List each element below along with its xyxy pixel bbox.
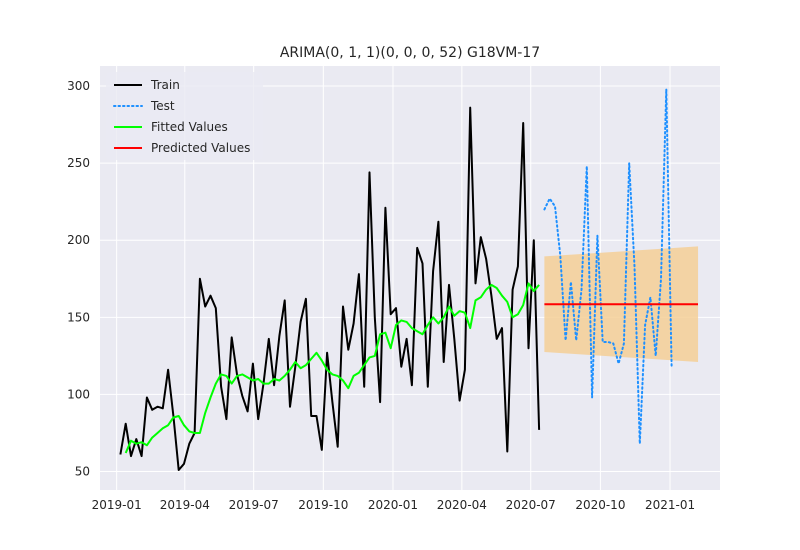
chart-title: ARIMA(0, 1, 1)(0, 0, 0, 52) G18VM-17: [280, 45, 540, 61]
legend-box: [106, 72, 263, 160]
legend: Train Test Fitted Values Predicted Values: [106, 72, 263, 160]
y-tick-label: 200: [67, 233, 90, 247]
x-tick-label: 2019-04: [160, 498, 210, 512]
x-tick-label: 2020-01: [368, 498, 418, 512]
legend-test: Test: [113, 99, 175, 113]
x-tick-label: 2020-07: [506, 498, 556, 512]
x-tick-label: 2019-07: [229, 498, 279, 512]
x-tick-label: 2020-10: [575, 498, 625, 512]
legend-label: Fitted Values: [151, 120, 228, 134]
y-tick-label: 50: [75, 464, 90, 478]
x-tick-label: 2019-10: [298, 498, 348, 512]
legend-train: Train: [114, 78, 180, 92]
test-line: [543, 88, 673, 445]
x-tick-label: 2021-01: [645, 498, 695, 512]
y-tick-label: 100: [67, 387, 90, 401]
fitted-values-line: [124, 282, 540, 454]
x-tick-label: 2019-01: [92, 498, 142, 512]
legend-predicted-values: Predicted Values: [114, 141, 250, 155]
legend-label: Test: [150, 99, 175, 113]
y-axis-ticks: 50 100 150 200 250 300: [67, 79, 90, 478]
x-tick-label: 2020-04: [437, 498, 487, 512]
x-axis-ticks: 2019-01 2019-04 2019-07 2019-10 2020-01 2020-…: [92, 498, 696, 512]
legend-fitted-values: Fitted Values: [114, 120, 228, 134]
y-tick-label: 250: [67, 156, 90, 170]
train-line: [119, 106, 541, 471]
legend-label: Train: [150, 78, 180, 92]
series-lines: [119, 88, 698, 471]
y-tick-label: 300: [67, 79, 90, 93]
y-tick-label: 150: [67, 310, 90, 324]
legend-label: Predicted Values: [151, 141, 250, 155]
